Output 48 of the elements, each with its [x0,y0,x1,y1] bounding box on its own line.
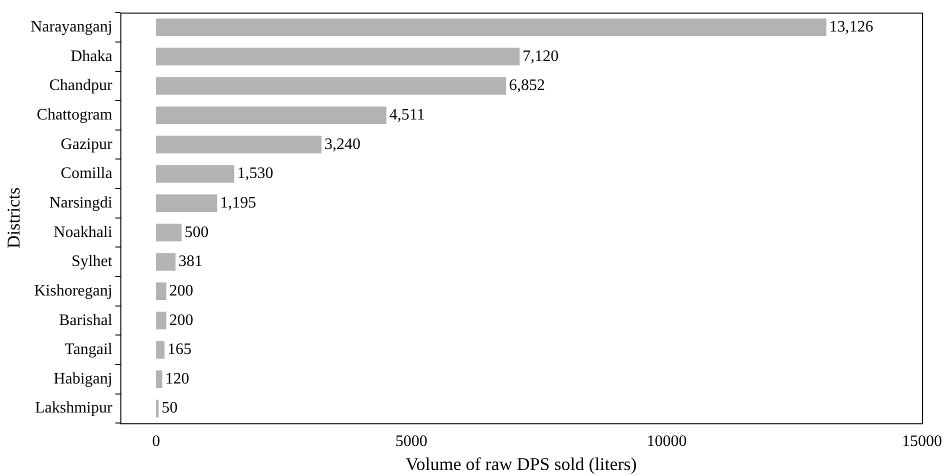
data-label: 13,126 [829,18,874,36]
x-tick-label: 15000 [902,433,942,450]
y-tick-label: Gazipur [60,136,114,153]
y-tick-label: Narsingdi [49,194,113,212]
bar [156,106,386,124]
bar [156,136,322,154]
y-tick-label: Tangail [64,341,113,358]
x-axis-title: Volume of raw DPS sold (liters) [406,454,637,474]
x-tick-label: 0 [152,433,160,450]
data-label: 500 [184,224,209,241]
x-tick-label: 5000 [395,433,428,450]
y-tick-label: Chattogram [36,106,113,124]
y-tick-label: Comilla [60,165,112,182]
data-label: 4,511 [389,106,425,124]
y-tick-label: Habiganj [54,370,112,388]
bar [156,341,165,359]
data-label: 3,240 [324,136,361,153]
data-label: 200 [169,282,194,300]
y-tick-label: Barishal [59,312,113,329]
data-label: 381 [178,253,203,270]
data-label: 200 [169,312,194,329]
data-label: 165 [168,341,192,358]
y-tick-label: Kishoreganj [34,282,112,300]
bar [156,253,176,271]
y-tick-label: Chandpur [49,77,113,94]
y-tick-label: Sylhet [71,253,113,270]
y-tick-label: Noakhali [54,224,113,241]
bar [156,48,520,66]
bar [156,312,166,330]
data-label: 1,195 [220,194,256,212]
bar [156,194,218,212]
data-label: 7,120 [522,48,559,65]
x-tick-label: 10000 [646,433,687,450]
y-tick-label: Narayanganj [30,18,112,36]
bar [156,18,826,36]
y-axis-title: Districts [4,187,24,248]
data-label: 120 [165,370,190,388]
bar [156,165,234,183]
bar [156,400,159,418]
y-tick-label: Lakshmipur [35,400,113,417]
bar [156,224,182,242]
data-label: 1,530 [237,165,274,182]
data-label: 6,852 [508,77,545,94]
data-label: 50 [162,400,178,417]
bar [156,370,162,388]
y-tick-label: Dhaka [70,48,112,65]
bar [156,77,506,95]
bar [156,282,166,300]
